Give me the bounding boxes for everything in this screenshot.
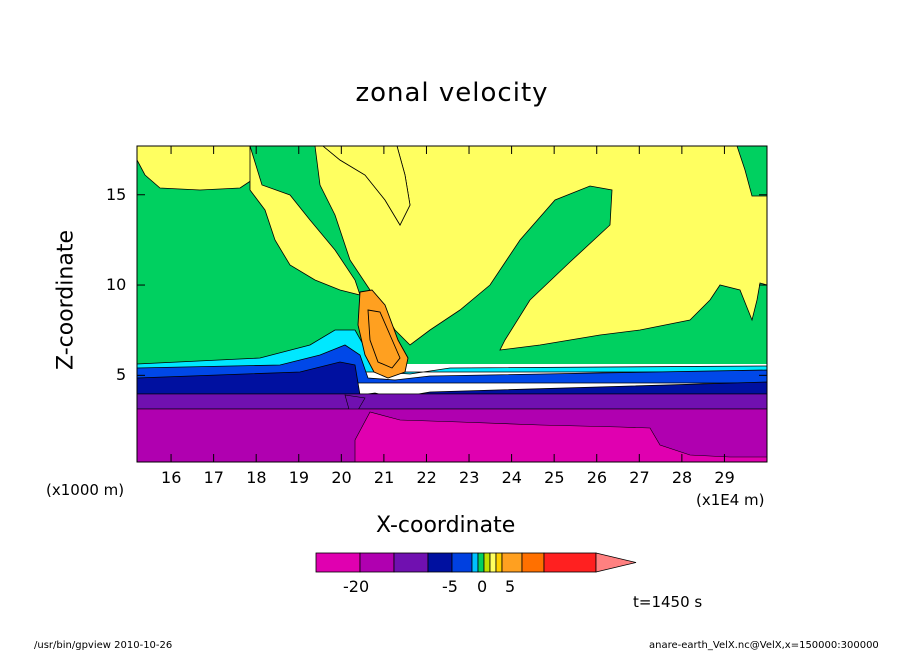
colorbar-segment [477,552,485,573]
colorbar-segment [543,552,597,573]
colorbar-segment [315,552,361,573]
x-tick-label: 27 [629,468,650,487]
colorbar-segment [489,552,497,573]
footer-left: /usr/bin/gpview 2010-10-26 [34,640,173,651]
time-label: t=1450 s [633,593,703,611]
x-tick-label: 21 [373,468,395,487]
x-unit-right: (x1E4 m) [696,491,765,509]
colorbar-arrow [595,552,637,573]
colorbar-segment [495,552,503,573]
x-tick-label: 26 [586,468,608,487]
colorbar-segment [521,552,545,573]
colorbar-segment [359,552,395,573]
x-tick-label: 22 [416,468,437,487]
colorbar-label: -5 [442,577,458,596]
y-axis-label: Z-coordinate [53,230,79,370]
colorbar-label: 5 [505,577,516,596]
colorbar-segment [427,552,453,573]
footer-right: anare-earth_VelX.nc@VelX,x=150000:300000 [649,640,879,651]
field-yellow-top [321,145,411,226]
field-purple [136,393,768,410]
x-tick-label: 16 [161,468,182,487]
colorbar-segment [501,552,523,573]
x-tick-label: 25 [544,468,565,487]
x-tick-label: 19 [288,468,310,487]
plot-frame [136,145,768,463]
y-tick-label: 15 [106,184,127,204]
y-axis-ticks [137,194,767,376]
field-orange-inner [367,309,401,369]
x-axis-ticks [170,146,725,462]
x-tick-label: 18 [246,468,267,487]
y-tick-label: 10 [106,275,127,295]
x-tick-label: 24 [501,468,522,487]
chart-title: zonal velocity [355,78,549,108]
colorbar [315,552,637,573]
x-tick-label: 29 [714,468,735,487]
colorbar-segment [393,552,429,573]
y-tick-label: 5 [116,365,127,385]
colorbar-segment [451,552,473,573]
x-tick-label: 17 [203,468,224,487]
colorbar-segment [471,552,479,573]
colorbar-segment [483,552,491,573]
x-tick-label: 23 [459,468,480,487]
x-unit-left: (x1000 m) [46,481,125,499]
contour-fields [136,145,768,463]
field-yellow-left [136,145,253,191]
colorbar-label: 0 [477,577,488,596]
x-tick-label: 28 [671,468,693,487]
x-axis-label: X-coordinate [376,513,516,538]
colorbar-label: -20 [343,577,370,596]
x-tick-label: 20 [331,468,352,487]
